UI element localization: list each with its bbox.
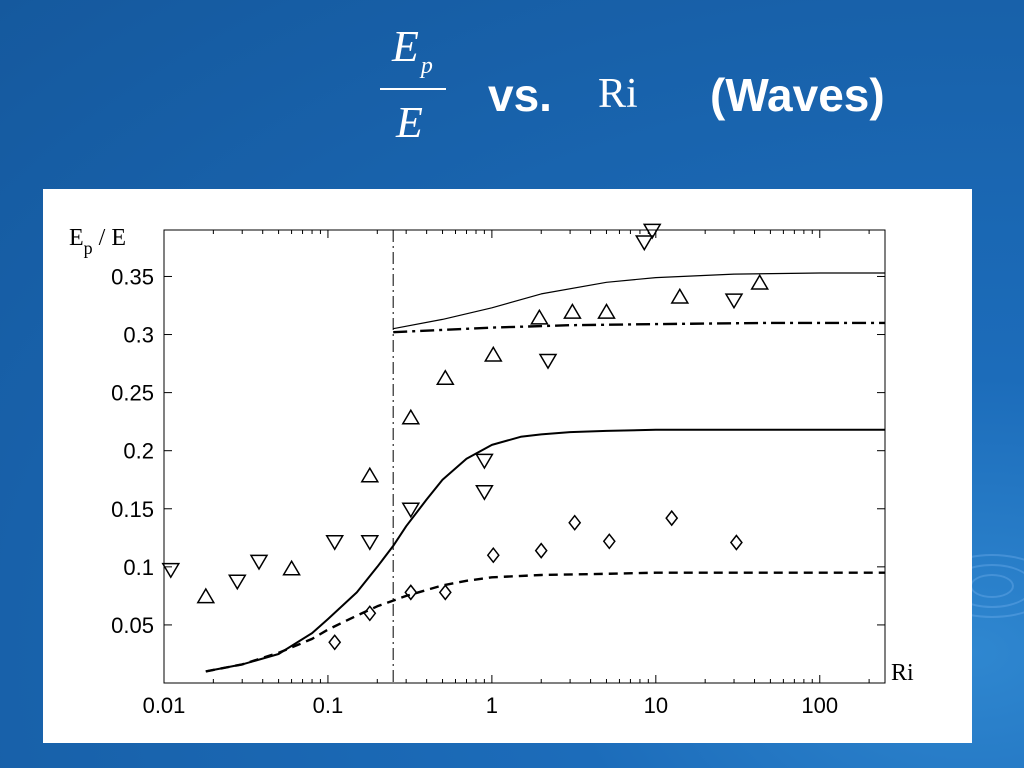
fraction-denominator: E	[396, 98, 423, 147]
labels-group: Ep / E Ri	[69, 225, 914, 686]
x-tick-label: 1	[486, 693, 498, 718]
triangle-up-marker	[360, 466, 380, 483]
chart-panel: 0.01 0.1 1 10 100 0.05 0.1 0.15 0.2 0.25 0.3 0.35 E…	[43, 189, 972, 743]
slide-title: Ep E vs. Ri (Waves)	[380, 24, 980, 154]
triangle-up-marker	[435, 369, 455, 386]
diamond-marker	[404, 584, 418, 601]
y-tick-label: 0.15	[111, 497, 154, 522]
curves-group	[205, 272, 885, 673]
numerator-symbol: E	[392, 22, 419, 71]
x-tick-label: 0.01	[143, 693, 186, 718]
diamond-marker	[328, 634, 342, 651]
markers-group	[161, 223, 770, 651]
diamond-marker	[665, 509, 679, 527]
diamond-marker	[729, 534, 743, 551]
y-tick-label: 0.3	[123, 323, 154, 348]
triangle-down-marker	[360, 534, 380, 551]
y-tick-label: 0.25	[111, 381, 154, 406]
curve-dashed	[205, 571, 885, 673]
y-tick-label: 0.35	[111, 264, 154, 289]
diamond-marker	[363, 605, 377, 622]
triangle-up-marker	[282, 559, 301, 576]
triangle-up-marker	[483, 345, 503, 362]
y-tick-label: 0.1	[123, 555, 154, 580]
plot-frame	[163, 229, 886, 684]
diamond-marker	[534, 542, 548, 559]
decorative-swirl	[970, 574, 1014, 598]
curve-solid	[205, 428, 885, 673]
diamond-marker	[602, 533, 616, 550]
curve-solid-thin	[393, 272, 885, 330]
triangle-down-marker	[475, 484, 494, 501]
fraction-bar	[380, 88, 446, 90]
triangle-down-marker	[401, 502, 421, 519]
fraction-numerator: Ep	[392, 22, 433, 80]
triangle-up-marker	[401, 408, 421, 425]
triangle-down-marker	[634, 235, 654, 252]
x-axis-label: Ri	[891, 660, 914, 686]
triangle-up-marker	[750, 273, 770, 290]
numerator-subscript: p	[420, 53, 433, 79]
triangle-down-marker	[642, 223, 662, 240]
x-tick-label: 0.1	[313, 693, 344, 718]
title-ri: Ri	[598, 71, 638, 117]
triangle-down-marker	[325, 534, 345, 551]
x-tick-label: 10	[644, 693, 668, 718]
triangle-up-marker	[563, 303, 582, 319]
triangle-up-marker	[196, 587, 216, 604]
triangle-down-marker	[161, 562, 181, 579]
y-axis-label: Ep / E	[69, 225, 126, 258]
triangle-down-marker	[227, 574, 247, 591]
triangle-up-marker	[530, 308, 549, 325]
curve-dashdot-thick	[393, 321, 885, 334]
y-tick-label: 0.05	[111, 613, 154, 638]
title-waves: (Waves)	[710, 69, 885, 121]
title-vs: vs.	[488, 69, 552, 121]
diamond-marker	[486, 546, 500, 564]
y-tick-label: 0.2	[123, 439, 154, 464]
triangle-down-marker	[724, 293, 744, 310]
triangle-up-marker	[670, 287, 690, 304]
x-tick-label: 100	[801, 693, 838, 718]
diamond-marker	[438, 584, 452, 601]
triangle-down-marker	[538, 353, 558, 370]
diamond-marker	[568, 514, 582, 531]
chart-svg: 0.01 0.1 1 10 100 0.05 0.1 0.15 0.2 0.25 0.3 0.35 E…	[69, 223, 914, 718]
triangle-down-marker	[249, 554, 269, 571]
axes-group: 0.01 0.1 1 10 100 0.05 0.1 0.15 0.2 0.25 0.3 0.35	[111, 229, 886, 718]
triangle-up-marker	[597, 303, 616, 319]
triangle-down-marker	[475, 453, 494, 470]
